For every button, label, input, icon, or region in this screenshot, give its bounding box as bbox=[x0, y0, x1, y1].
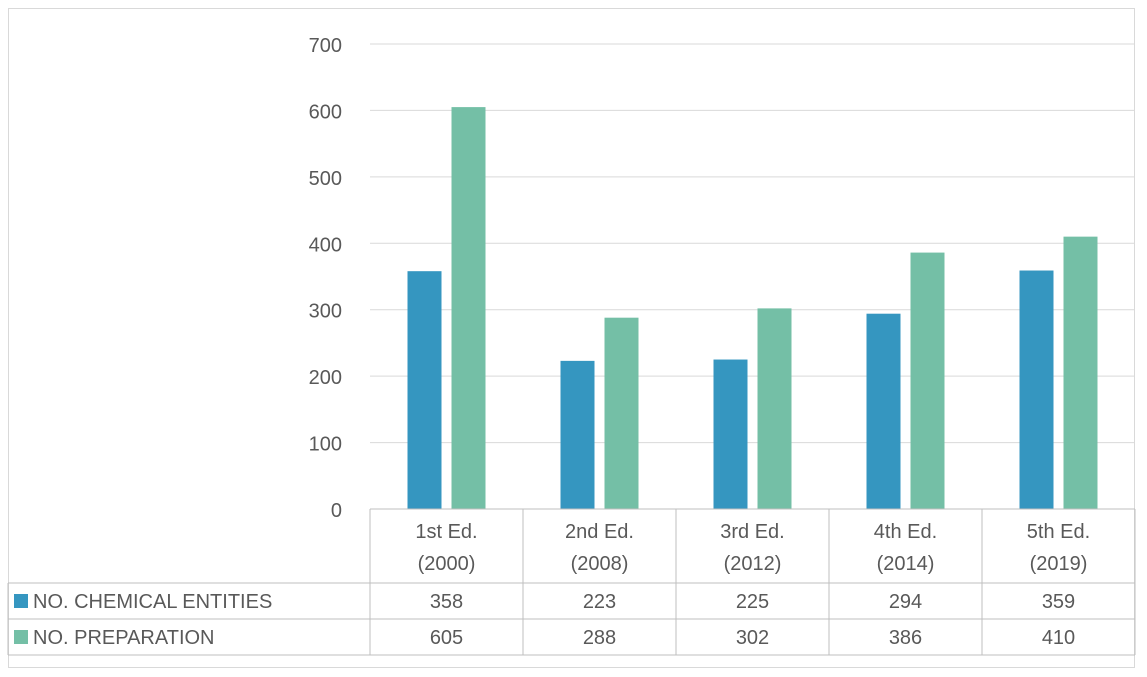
bar-chemical-entities bbox=[713, 359, 748, 509]
x-tick-label: 3rd Ed. bbox=[720, 521, 784, 543]
bar-preparation bbox=[451, 107, 486, 509]
bar-chemical-entities bbox=[866, 313, 901, 509]
data-label: 225 bbox=[736, 591, 769, 613]
x-tick-label: (2012) bbox=[724, 553, 782, 575]
bar-preparation bbox=[757, 308, 792, 509]
legend-label: NO. PREPARATION bbox=[33, 627, 215, 649]
x-tick-label: (2014) bbox=[877, 553, 935, 575]
y-tick-label: 300 bbox=[309, 301, 342, 323]
x-tick-label: 1st Ed. bbox=[415, 521, 477, 543]
data-label: 302 bbox=[736, 627, 769, 649]
x-tick-label: 4th Ed. bbox=[874, 521, 937, 543]
gridlines bbox=[370, 43, 1135, 444]
x-tick-label: 5th Ed. bbox=[1027, 521, 1090, 543]
y-tick-label: 100 bbox=[309, 434, 342, 456]
x-tick-label: (2008) bbox=[571, 553, 629, 575]
y-tick-label: 700 bbox=[309, 35, 342, 57]
y-axis: 0 100 200 300 400 500 600 700 bbox=[309, 35, 342, 522]
data-label: 605 bbox=[430, 627, 463, 649]
bar-preparation bbox=[604, 317, 639, 509]
data-label: 294 bbox=[889, 591, 922, 613]
data-label: 410 bbox=[1042, 627, 1075, 649]
bars bbox=[407, 107, 1098, 510]
y-tick-label: 600 bbox=[309, 101, 342, 123]
data-label: 223 bbox=[583, 591, 616, 613]
legend-key bbox=[14, 630, 28, 644]
x-tick-label: (2019) bbox=[1030, 553, 1088, 575]
y-tick-label: 500 bbox=[309, 168, 342, 190]
y-tick-label: 0 bbox=[331, 500, 342, 522]
bar-preparation bbox=[1063, 236, 1098, 509]
data-label: 358 bbox=[430, 591, 463, 613]
bar-chemical-entities bbox=[407, 271, 442, 509]
bar-chemical-entities bbox=[1019, 270, 1054, 509]
data-table: 1st Ed. (2000) 2nd Ed. (2008) 3rd Ed. (2012) 4… bbox=[7, 508, 1136, 656]
bar-preparation bbox=[910, 252, 945, 510]
y-tick-label: 400 bbox=[309, 234, 342, 256]
legend-label: NO. CHEMICAL ENTITIES bbox=[33, 591, 272, 613]
data-label: 288 bbox=[583, 627, 616, 649]
x-tick-label: (2000) bbox=[418, 553, 476, 575]
data-label: 386 bbox=[889, 627, 922, 649]
data-label: 359 bbox=[1042, 591, 1075, 613]
x-tick-label: 2nd Ed. bbox=[565, 521, 634, 543]
y-tick-label: 200 bbox=[309, 367, 342, 389]
bar-chemical-entities bbox=[560, 360, 595, 509]
legend-key bbox=[14, 594, 28, 608]
chart-frame bbox=[8, 8, 1135, 668]
